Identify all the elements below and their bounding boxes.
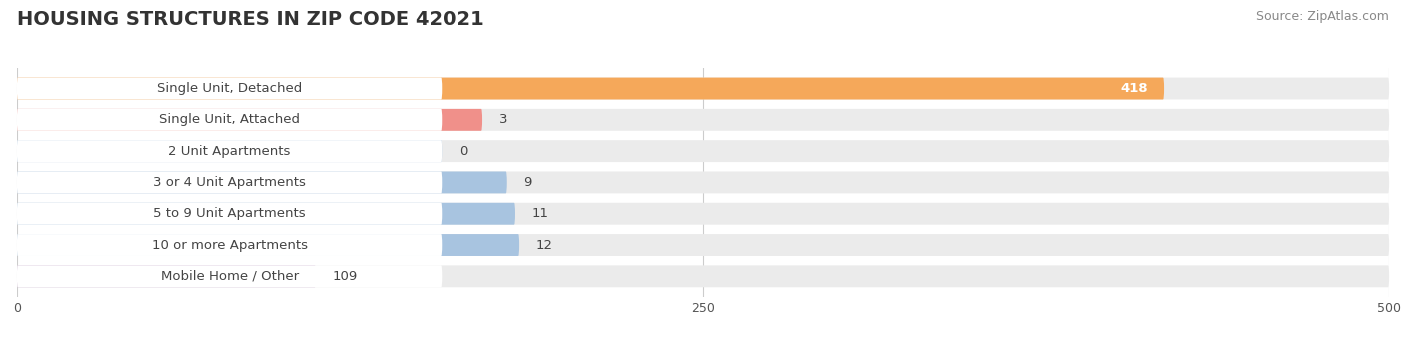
FancyBboxPatch shape bbox=[17, 265, 1389, 287]
Text: 3: 3 bbox=[499, 113, 508, 126]
Text: 9: 9 bbox=[523, 176, 531, 189]
Text: HOUSING STRUCTURES IN ZIP CODE 42021: HOUSING STRUCTURES IN ZIP CODE 42021 bbox=[17, 10, 484, 29]
FancyBboxPatch shape bbox=[17, 265, 316, 287]
Text: 12: 12 bbox=[536, 239, 553, 252]
FancyBboxPatch shape bbox=[17, 234, 1389, 256]
FancyBboxPatch shape bbox=[17, 203, 1389, 225]
FancyBboxPatch shape bbox=[17, 234, 443, 256]
FancyBboxPatch shape bbox=[17, 78, 1164, 100]
FancyBboxPatch shape bbox=[17, 140, 443, 162]
Text: 0: 0 bbox=[458, 145, 467, 158]
Text: 11: 11 bbox=[531, 207, 548, 220]
Text: 3 or 4 Unit Apartments: 3 or 4 Unit Apartments bbox=[153, 176, 307, 189]
Text: 5 to 9 Unit Apartments: 5 to 9 Unit Apartments bbox=[153, 207, 307, 220]
FancyBboxPatch shape bbox=[17, 109, 482, 131]
Text: Single Unit, Detached: Single Unit, Detached bbox=[157, 82, 302, 95]
FancyBboxPatch shape bbox=[17, 109, 443, 131]
FancyBboxPatch shape bbox=[17, 234, 519, 256]
FancyBboxPatch shape bbox=[17, 203, 443, 225]
FancyBboxPatch shape bbox=[17, 140, 443, 162]
FancyBboxPatch shape bbox=[17, 78, 443, 100]
FancyBboxPatch shape bbox=[17, 78, 1389, 100]
Text: 109: 109 bbox=[332, 270, 357, 283]
Text: Mobile Home / Other: Mobile Home / Other bbox=[160, 270, 298, 283]
Text: Single Unit, Attached: Single Unit, Attached bbox=[159, 113, 299, 126]
FancyBboxPatch shape bbox=[17, 265, 443, 287]
FancyBboxPatch shape bbox=[17, 172, 506, 193]
Text: 10 or more Apartments: 10 or more Apartments bbox=[152, 239, 308, 252]
FancyBboxPatch shape bbox=[17, 172, 443, 193]
Text: Source: ZipAtlas.com: Source: ZipAtlas.com bbox=[1256, 10, 1389, 23]
FancyBboxPatch shape bbox=[17, 203, 515, 225]
Text: 2 Unit Apartments: 2 Unit Apartments bbox=[169, 145, 291, 158]
FancyBboxPatch shape bbox=[17, 140, 1389, 162]
Text: 418: 418 bbox=[1121, 82, 1147, 95]
FancyBboxPatch shape bbox=[17, 172, 1389, 193]
FancyBboxPatch shape bbox=[17, 109, 1389, 131]
